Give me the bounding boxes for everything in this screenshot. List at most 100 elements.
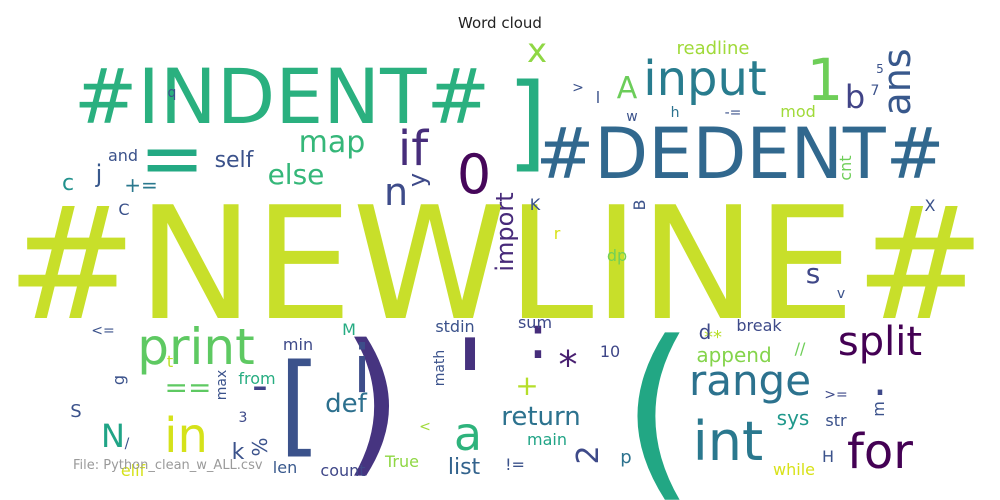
word-and: and xyxy=(108,146,138,165)
word-len: len xyxy=(273,458,297,477)
word-lparen: ( xyxy=(621,301,694,500)
word-star: * xyxy=(559,343,578,387)
word-m: m xyxy=(869,401,888,417)
word-int: int xyxy=(693,410,763,473)
word-i: i xyxy=(353,331,371,408)
word-min: min xyxy=(283,335,313,354)
word-input: input xyxy=(643,51,766,107)
word-while: while xyxy=(773,460,815,479)
word-append: append xyxy=(696,343,771,367)
word-g: g xyxy=(109,375,128,385)
word-slash-slash: // xyxy=(795,339,806,358)
word-v: v xyxy=(837,286,845,302)
word-c: C xyxy=(118,200,129,219)
word-math: math xyxy=(432,350,448,387)
word-def: def xyxy=(325,389,368,419)
word-m: M xyxy=(342,320,356,339)
word-q: q xyxy=(168,85,177,101)
word-elif: elif xyxy=(121,461,146,480)
word-lt: < xyxy=(419,419,431,435)
word-n: n xyxy=(384,170,408,214)
word-gt: > xyxy=(572,80,584,96)
word-hash-dedenthash: #DEDENT# xyxy=(536,113,945,195)
word-percent: % xyxy=(248,437,272,456)
word-sys: sys xyxy=(777,406,810,430)
word-else: else xyxy=(268,158,325,191)
word-h: h xyxy=(671,105,680,121)
word-j: j xyxy=(95,160,103,188)
word-w: w xyxy=(626,109,637,125)
word-a: A xyxy=(617,71,638,106)
word-cnt: cnt xyxy=(836,155,855,180)
word-x: x xyxy=(527,31,547,71)
word-slash: / xyxy=(125,436,130,452)
source-file-label: File: Python_clean_w_ALL.csv xyxy=(73,458,263,473)
word-rparen: ) xyxy=(342,310,403,492)
word-bang-eq: != xyxy=(505,455,525,474)
word-sum: sum xyxy=(518,313,552,332)
word-hash-indenthash: #INDENT# xyxy=(74,52,490,141)
word-star-star: ** xyxy=(704,327,722,348)
word-if: if xyxy=(398,121,429,177)
word-return: return xyxy=(501,402,581,432)
word-plus-eq: += xyxy=(124,173,158,197)
word-in: in xyxy=(164,408,208,464)
word-max: max xyxy=(214,370,230,401)
word-true: True xyxy=(384,452,419,471)
word-7: 7 xyxy=(871,83,880,99)
word-str: str xyxy=(825,411,847,430)
word-ans: ans xyxy=(875,48,919,115)
word-print: print xyxy=(137,318,254,376)
word-split: split xyxy=(838,319,922,365)
word-s: S xyxy=(70,401,81,422)
word-k: k xyxy=(232,440,245,465)
word-b: b xyxy=(845,78,865,116)
word-hash-newlinehash: #NEWLINE# xyxy=(6,173,985,355)
word-0: 0 xyxy=(457,143,491,206)
word-stdin: stdin xyxy=(435,317,474,336)
word-break: break xyxy=(736,316,782,335)
word-plus: + xyxy=(515,369,538,402)
word-range: range xyxy=(689,356,811,405)
word-self: self xyxy=(215,148,255,173)
word-s: s xyxy=(806,257,821,290)
word-for: for xyxy=(847,424,913,480)
word-rbracket: ] xyxy=(507,61,548,183)
word-10: 10 xyxy=(600,342,620,361)
word-count: count xyxy=(320,461,365,480)
word-p: p xyxy=(620,447,631,468)
word-import: import xyxy=(491,192,519,271)
word-c: c xyxy=(62,171,74,196)
word-5: 5 xyxy=(876,62,884,76)
word-minus-eq: -= xyxy=(725,105,742,121)
word-d: d xyxy=(699,320,712,344)
word-minus: - xyxy=(252,360,268,411)
word-quote: ' xyxy=(454,315,487,454)
word-lbracket: [ xyxy=(279,340,322,468)
word-t: t xyxy=(167,352,173,371)
word-n: N xyxy=(101,417,125,455)
word-a: a xyxy=(454,407,482,461)
word-eq: = xyxy=(139,114,204,204)
word-h: H xyxy=(822,447,834,466)
word-list: list xyxy=(448,455,481,480)
word-from: from xyxy=(238,369,275,388)
word-eq-eq: == xyxy=(165,371,212,404)
word-1: 1 xyxy=(807,46,844,114)
word-x: X xyxy=(925,196,936,215)
word-dot: . xyxy=(873,355,887,406)
word-r: r xyxy=(554,224,561,243)
word-k: K xyxy=(530,195,541,214)
word-colon: : xyxy=(528,300,549,373)
word-mod: mod xyxy=(780,102,816,121)
word-b: B xyxy=(630,200,649,211)
word-l: l xyxy=(596,88,600,107)
word-readline: readline xyxy=(676,38,749,59)
word-gt-eq: >= xyxy=(824,387,847,403)
word-lt-eq: <= xyxy=(91,323,114,339)
word-y: y xyxy=(403,173,431,187)
word-dp: dp xyxy=(607,246,627,265)
chart-title: Word cloud xyxy=(458,14,542,32)
word-main: main xyxy=(527,430,567,449)
